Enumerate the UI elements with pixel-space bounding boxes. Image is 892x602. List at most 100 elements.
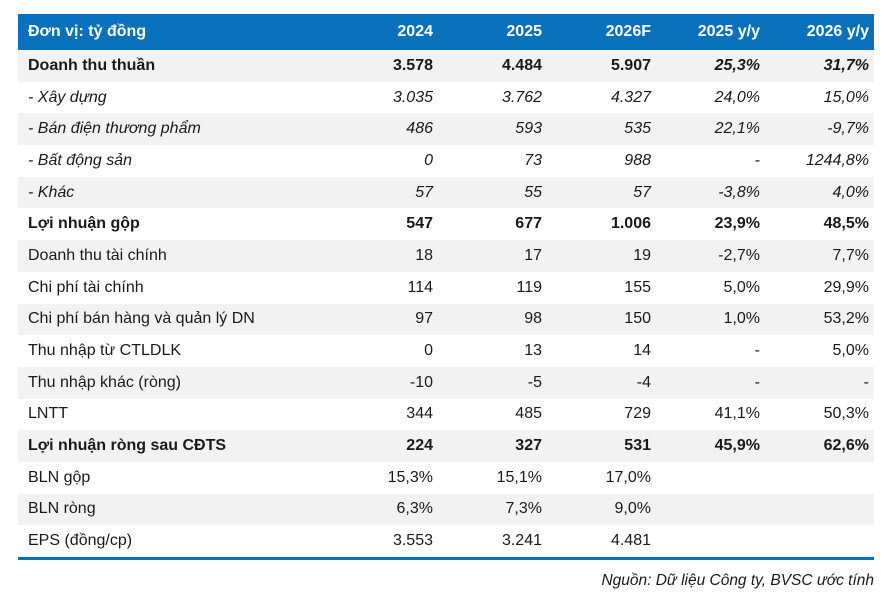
cell: 3.553 — [392, 532, 433, 550]
cell: - — [754, 151, 760, 169]
cell: 224 — [406, 437, 433, 455]
cell: 17,0% — [605, 468, 651, 486]
cell: 485 — [515, 405, 542, 423]
cell: 48,5% — [823, 215, 869, 233]
cell: -9,7% — [827, 120, 869, 138]
header-col-2025: 2025 — [506, 23, 542, 40]
row-label: - Bán điện thương phẩm — [28, 120, 201, 138]
cell: 15,0% — [823, 88, 869, 106]
row-label: LNTT — [28, 405, 68, 423]
cell: 25,3% — [714, 56, 760, 74]
table-row: - Xây dựng 3.035 3.762 4.327 24,0% 15,0% — [18, 81, 874, 114]
table-row: Thu nhập khác (ròng) -10 -5 -4 - - — [18, 366, 874, 399]
table-row: Chi phí bán hàng và quản lý DN 97 98 150… — [18, 303, 874, 336]
row-label: BLN gộp — [28, 468, 91, 486]
cell: 1244,8% — [805, 151, 869, 169]
cell: 988 — [624, 151, 651, 169]
table-row: Lợi nhuận ròng sau CĐTS 224 327 531 45,9… — [18, 430, 874, 462]
cell: 593 — [515, 120, 542, 138]
cell: 4,0% — [832, 183, 869, 201]
cell: 73 — [524, 151, 542, 169]
header-col-2025yy: 2025 y/y — [697, 23, 760, 40]
row-label: - Xây dựng — [28, 88, 107, 106]
cell: 18 — [415, 246, 433, 264]
row-label: Thu nhập từ CTLDLK — [28, 342, 182, 360]
cell: 150 — [624, 310, 651, 328]
cell: 547 — [406, 215, 433, 233]
cell: 31,7% — [823, 56, 869, 74]
cell: 344 — [406, 405, 433, 423]
cell: 1.006 — [610, 215, 651, 233]
table-row: - Bán điện thương phẩm 486 593 535 22,1%… — [18, 113, 874, 146]
cell: 97 — [415, 310, 433, 328]
source-note: Nguồn: Dữ liệu Công ty, BVSC ước tính — [601, 572, 874, 589]
cell: - — [754, 342, 760, 360]
cell: 5.907 — [610, 56, 651, 74]
cell: 50,3% — [823, 405, 869, 423]
cell: -2,7% — [718, 246, 760, 264]
cell: 57 — [415, 183, 433, 201]
header-col-2026f: 2026F — [605, 23, 651, 40]
cell: 15,1% — [496, 468, 542, 486]
cell: 7,7% — [832, 246, 869, 264]
cell: 3.241 — [501, 532, 542, 550]
cell: 55 — [524, 183, 542, 201]
cell: 4.484 — [501, 56, 542, 74]
cell: - — [754, 373, 760, 391]
cell: 114 — [407, 278, 433, 296]
cell: -10 — [409, 373, 433, 391]
cell: -4 — [636, 373, 651, 391]
cell: 45,9% — [714, 437, 760, 455]
cell: 531 — [624, 437, 651, 455]
row-label: BLN ròng — [28, 500, 96, 518]
cell: 23,9% — [714, 215, 760, 233]
cell: 5,0% — [832, 342, 869, 360]
table-row: - Khác 57 55 57 -3,8% 4,0% — [18, 176, 874, 209]
table-row: - Bất động sản 0 73 988 - 1244,8% — [18, 145, 874, 177]
cell: 29,9% — [823, 278, 869, 296]
financial-table: Đơn vị: tỷ đồng 2024 2025 2026F 2025 y/y… — [18, 14, 874, 560]
row-label: Lợi nhuận ròng sau CĐTS — [28, 437, 227, 455]
cell: 57 — [633, 183, 651, 201]
table-row: Chi phí tài chính 114 119 155 5,0% 29,9% — [18, 271, 874, 304]
table-row: Lợi nhuận gộp 547 677 1.006 23,9% 48,5% — [18, 208, 874, 241]
table-row: EPS (đồng/cp) 3.553 3.241 4.481 — [18, 525, 874, 557]
table-body: Doanh thu thuần 3.578 4.484 5.907 25,3% … — [18, 50, 874, 557]
cell: 17 — [524, 246, 542, 264]
header-col-2026yy: 2026 y/y — [806, 23, 869, 40]
table-row: Doanh thu thuần 3.578 4.484 5.907 25,3% … — [18, 50, 874, 82]
cell: -5 — [527, 373, 542, 391]
table-row: LNTT 344 485 729 41,1% 50,3% — [18, 398, 874, 431]
cell: 19 — [633, 246, 651, 264]
cell: 6,3% — [396, 500, 433, 518]
table-row: BLN ròng 6,3% 7,3% 9,0% — [18, 493, 874, 526]
cell: - — [863, 373, 869, 391]
cell: 41,1% — [714, 405, 760, 423]
cell: 0 — [424, 151, 433, 169]
cell: 0 — [424, 342, 433, 360]
cell: -3,8% — [718, 183, 760, 201]
cell: 3.578 — [392, 56, 433, 74]
cell: 9,0% — [614, 500, 651, 518]
row-label: - Khác — [28, 183, 75, 201]
cell: 327 — [515, 437, 542, 455]
cell: 5,0% — [723, 278, 760, 296]
header-unit-label: Đơn vị: tỷ đồng — [28, 23, 147, 40]
cell: 13 — [524, 342, 542, 360]
row-label: Doanh thu tài chính — [28, 246, 167, 264]
cell: 15,3% — [387, 468, 433, 486]
cell: 119 — [516, 278, 542, 296]
row-label: Chi phí bán hàng và quản lý DN — [28, 310, 255, 328]
row-label: - Bất động sản — [28, 151, 133, 169]
cell: 677 — [515, 215, 542, 233]
header-col-2024: 2024 — [397, 23, 433, 40]
row-label: Lợi nhuận gộp — [28, 215, 140, 233]
row-label: Doanh thu thuần — [28, 56, 156, 74]
row-label: Chi phí tài chính — [28, 278, 144, 296]
cell: 22,1% — [714, 120, 760, 138]
cell: 535 — [624, 120, 651, 138]
cell: 4.481 — [610, 532, 651, 550]
cell: 1,0% — [723, 310, 760, 328]
cell: 24,0% — [714, 88, 760, 106]
table-header-row: Đơn vị: tỷ đồng 2024 2025 2026F 2025 y/y… — [18, 14, 874, 50]
